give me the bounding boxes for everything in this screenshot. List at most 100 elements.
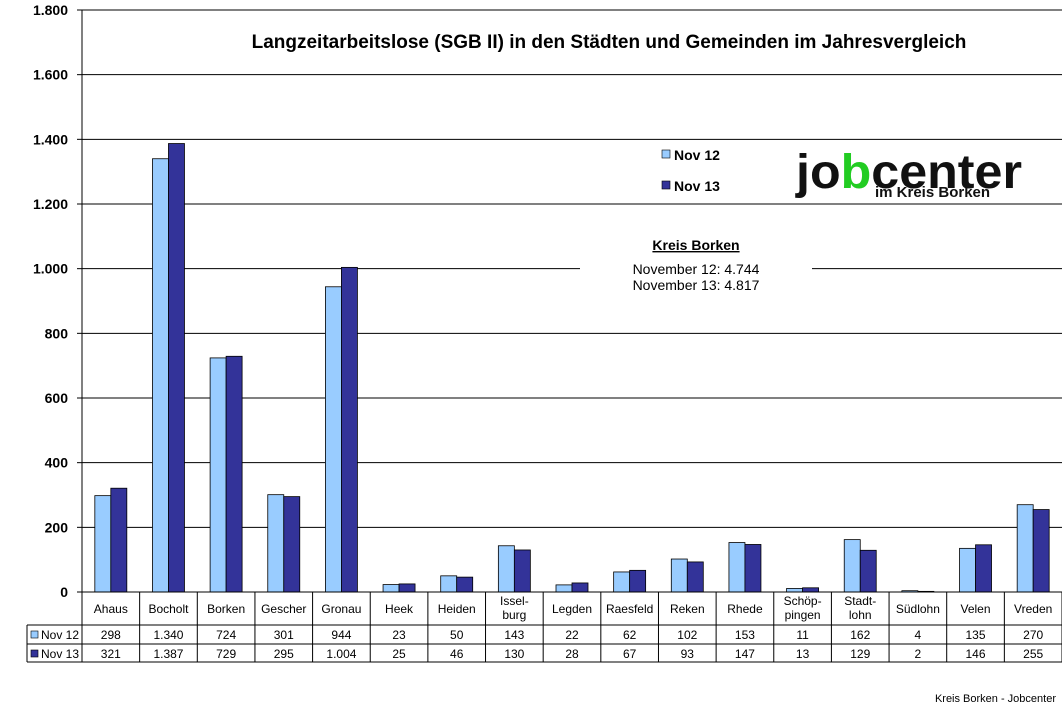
category-label: pingen xyxy=(785,608,821,622)
legend-swatch-nov-13 xyxy=(661,180,671,190)
legend-swatch-nov-12 xyxy=(661,149,671,159)
kreis-borken-annotation: Kreis Borken November 12: 4.744 November… xyxy=(580,232,812,302)
category-label: Südlohn xyxy=(896,602,940,616)
table-cell-value: 255 xyxy=(1023,647,1043,661)
category-label: burg xyxy=(502,608,526,622)
bar-nov-12-reken xyxy=(670,558,688,593)
category-label: lohn xyxy=(849,608,872,622)
category-label: Vreden xyxy=(1014,602,1052,616)
category-label: Schöp- xyxy=(784,594,822,608)
bar-nov-12-schöppingen xyxy=(786,588,803,593)
table-row-header: Nov 12 xyxy=(41,628,79,642)
legend-label-nov-13: Nov 13 xyxy=(674,178,720,194)
y-tick-label: 0 xyxy=(60,584,68,600)
table-cell-value: 729 xyxy=(216,647,236,661)
bar-nov-12-gescher xyxy=(267,494,285,593)
logo-wordmark: jobcenter xyxy=(795,146,1022,199)
category-label: Ahaus xyxy=(94,602,128,616)
table-cell-value: 295 xyxy=(274,647,294,661)
footer-credit: Kreis Borken - Jobcenter xyxy=(935,693,1056,705)
y-tick-label: 600 xyxy=(45,390,69,406)
bar-nov-13-rhede xyxy=(744,544,762,593)
table-cell-value: 129 xyxy=(850,647,870,661)
bar-nov-13-gescher xyxy=(283,496,301,593)
category-label: Bocholt xyxy=(148,602,189,616)
bar-nov-13-bocholt xyxy=(168,143,185,593)
table-cell-value: 143 xyxy=(504,628,524,642)
y-tick-label: 400 xyxy=(45,455,69,471)
category-label: Rhede xyxy=(727,602,763,616)
table-cell-value: 321 xyxy=(101,647,121,661)
bar-nov-13-borken xyxy=(225,355,243,593)
bar-nov-13-ahaus xyxy=(110,487,128,593)
table-cell-value: 1.387 xyxy=(153,647,183,661)
y-tick-label: 1.800 xyxy=(33,2,68,18)
table-cell-value: 153 xyxy=(735,628,755,642)
table-cell-value: 301 xyxy=(274,628,294,642)
table-cell-value: 46 xyxy=(450,647,464,661)
y-tick-label: 800 xyxy=(45,325,69,341)
table-cell-value: 162 xyxy=(850,628,870,642)
table-cell-value: 270 xyxy=(1023,628,1043,642)
table-cell-value: 135 xyxy=(966,628,986,642)
bar-nov-13-schöppingen xyxy=(802,587,819,593)
table-cell-value: 4 xyxy=(915,628,922,642)
category-label: Velen xyxy=(961,602,991,616)
table-cell-value: 147 xyxy=(735,647,755,661)
table-cell-value: 67 xyxy=(623,647,637,661)
y-tick-label: 1.000 xyxy=(33,261,68,277)
bars xyxy=(94,143,1050,593)
category-label: Raesfeld xyxy=(606,602,653,616)
table-cell-value: 62 xyxy=(623,628,637,642)
bar-nov-12-borken xyxy=(209,357,227,593)
logo-text-part: jo xyxy=(795,146,841,199)
bar-nov-13-velen xyxy=(975,544,992,593)
category-label: Stadt- xyxy=(844,594,876,608)
bar-nov-12-rhede xyxy=(728,542,746,593)
table-cell-value: 724 xyxy=(216,628,236,642)
bar-nov-12-ahaus xyxy=(94,495,112,593)
table-cell-value: 2 xyxy=(915,647,922,661)
gridlines xyxy=(82,9,1062,528)
bar-nov-13-vreden xyxy=(1032,509,1050,593)
jobcenter-logo: jobcenter im Kreis Borken xyxy=(795,146,1022,201)
category-label: Heiden xyxy=(438,602,476,616)
category-label: Borken xyxy=(207,602,245,616)
bar-nov-12-bocholt xyxy=(152,158,169,593)
data-table: Ahaus Bocholt Borken Gescher Gronau Heek Heide… xyxy=(26,592,1062,663)
table-cell-value: 130 xyxy=(504,647,524,661)
table-cell-value: 102 xyxy=(677,628,697,642)
legend-label-nov-12: Nov 12 xyxy=(674,147,720,163)
logo-subtitle: im Kreis Borken xyxy=(875,184,990,201)
y-tick-label: 1.400 xyxy=(33,131,68,147)
bar-nov-13-reken xyxy=(686,561,704,593)
bar-nov-12-heiden xyxy=(440,575,458,593)
bar-nov-13-stadtlohn xyxy=(859,549,877,593)
category-label: Heek xyxy=(385,602,414,616)
annotation-line-1: November 12: 4.744 xyxy=(633,261,760,277)
bar-nov-13-raesfeld xyxy=(629,569,647,593)
bar-nov-13-heek xyxy=(398,583,416,593)
annotation-heading: Kreis Borken xyxy=(652,237,739,253)
y-axis-ticks: 0 200 400 600 800 1.000 1.200 1.400 1.600 1.800 xyxy=(33,2,82,600)
chart-title: Langzeitarbeitslose (SGB II) in den Städ… xyxy=(252,32,967,53)
table-cell-value: 1.340 xyxy=(153,628,183,642)
table-cell-value: 23 xyxy=(392,628,406,642)
y-tick-label: 1.600 xyxy=(33,67,68,83)
y-tick-label: 200 xyxy=(45,519,69,535)
bar-nov-12-heek xyxy=(382,584,400,593)
bar-nov-12-vreden xyxy=(1016,504,1034,593)
y-tick-label: 1.200 xyxy=(33,196,68,212)
logo-text-part: center xyxy=(871,146,1022,199)
table-cell-value: 22 xyxy=(565,628,579,642)
bar-nov-12-stadtlohn xyxy=(843,539,861,593)
category-label: Gronau xyxy=(321,602,361,616)
table-cell-value: 146 xyxy=(966,647,986,661)
table-cell-value: 50 xyxy=(450,628,464,642)
bar-nov-13-legden xyxy=(571,582,589,593)
table-cell-value: 1.004 xyxy=(326,647,356,661)
category-label: Reken xyxy=(670,602,705,616)
table-cell-value: 25 xyxy=(392,647,406,661)
table-cell-value: 13 xyxy=(796,647,810,661)
